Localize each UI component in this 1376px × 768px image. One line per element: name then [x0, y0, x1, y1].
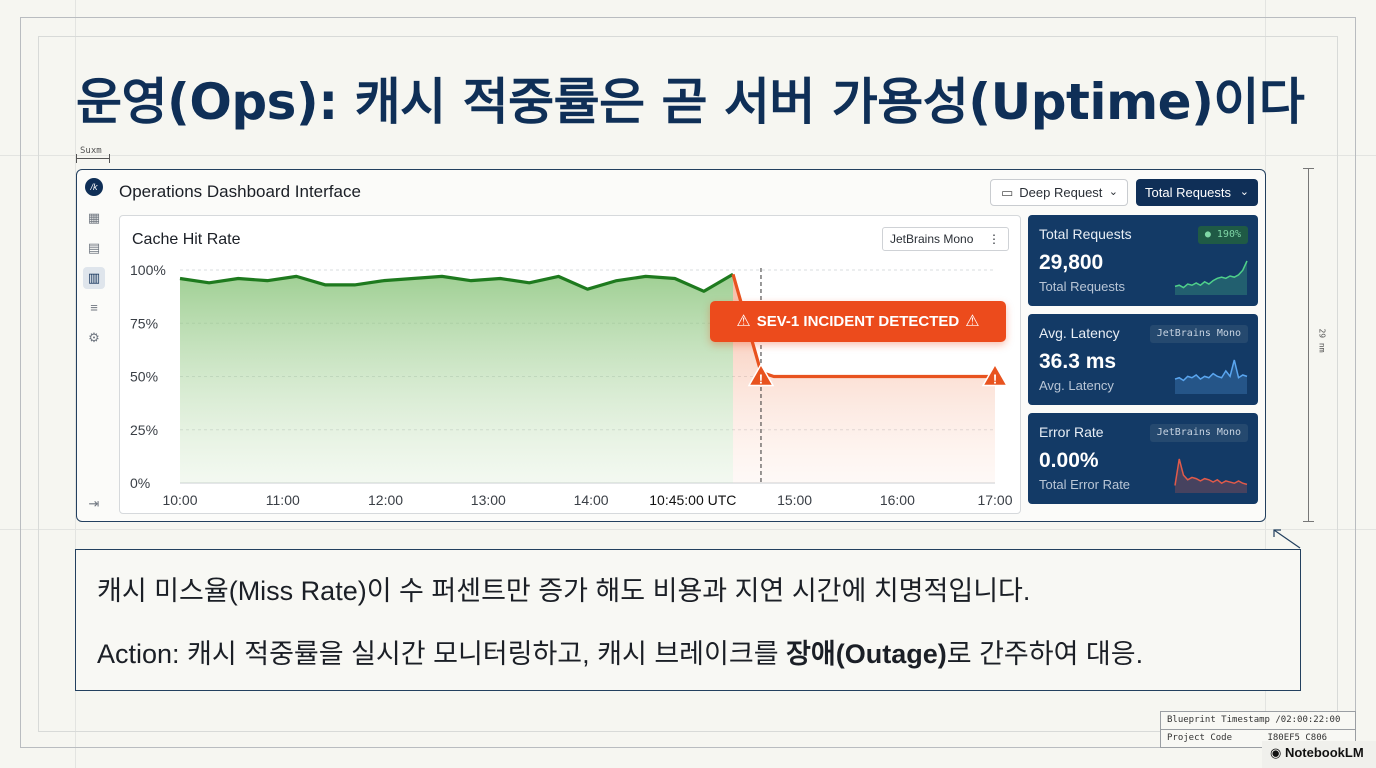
- sparkline: [1174, 260, 1248, 295]
- kpi-sub: Total Requests: [1039, 279, 1125, 294]
- exit-icon[interactable]: ⇥: [88, 496, 100, 511]
- kpi-sub: Total Error Rate: [1039, 477, 1131, 492]
- kpi-sub: Avg. Latency: [1039, 378, 1114, 393]
- x-tick-label: 12:00: [368, 492, 403, 508]
- total-requests-dropdown[interactable]: Total Requests ⌄: [1136, 179, 1258, 206]
- timestamp-value: /02:00:22:00: [1275, 715, 1341, 725]
- note-line-2: Action: 캐시 적중률을 실시간 모니터링하고, 캐시 브레이크를 장애(…: [97, 632, 1143, 671]
- x-tick-label: 16:00: [880, 492, 915, 508]
- y-tick-label: 0%: [130, 475, 150, 491]
- chevron-down-icon: ⌄: [1108, 186, 1118, 198]
- deep-request-dropdown[interactable]: ▭ Deep Request ⌄: [990, 179, 1128, 206]
- total-requests-label: Total Requests: [1145, 185, 1231, 200]
- document-icon[interactable]: ▤: [87, 240, 101, 255]
- bar-chart-icon[interactable]: ▥: [83, 267, 105, 289]
- cache-hit-rate-chart: 100% 75% 50% 25% 0% 10:00 11:00 12:00 13:00 14:00…: [130, 262, 1013, 508]
- cache-hit-rate-panel: 100% 75% 50% 25% 0% 10:00 11:00 12:00 13:00 14:00…: [119, 215, 1021, 514]
- kpi-label: Error Rate: [1039, 424, 1104, 440]
- warning-icon: ⚠: [965, 313, 980, 330]
- annotation-arrow-icon: [1273, 529, 1301, 549]
- sparkline-line: [1174, 260, 1248, 289]
- y-tick-label: 100%: [130, 262, 166, 278]
- calendar-icon: ▭: [1001, 185, 1014, 200]
- list-icon[interactable]: ≡: [90, 300, 98, 315]
- dimension-label: Suxm: [80, 146, 102, 156]
- watermark: ◉ NotebookLM: [1262, 741, 1376, 768]
- stamp-project-row: Project Code I80EF5 C806: [1161, 730, 1355, 748]
- logo-icon[interactable]: /k: [85, 178, 103, 196]
- y-tick-label: 50%: [130, 369, 158, 385]
- kpi-label: Total Requests: [1039, 226, 1132, 242]
- side-rail: /k ▦ ▤ ▥ ≡ ⚙ ⇥: [77, 170, 111, 521]
- sparkline-line: [1174, 458, 1248, 486]
- incident-area: [733, 274, 995, 483]
- y-tick-label: 25%: [130, 422, 158, 438]
- vertical-dimension-line: [1308, 168, 1309, 522]
- notes-box: 캐시 미스율(Miss Rate)이 수 퍼센트만 증가 해도 비용과 지연 시…: [75, 549, 1301, 691]
- y-tick-label: 75%: [130, 315, 158, 331]
- kpi-badge: JetBrains Mono: [1149, 424, 1248, 442]
- warning-marker-glyph: !: [759, 372, 763, 387]
- stamp-timestamp-row: Blueprint Timestamp /02:00:22:00: [1161, 712, 1355, 730]
- note-line-2-prefix: Action: 캐시 적중률을 실시간 모니터링하고, 캐시 브레이크를: [97, 639, 787, 669]
- kpi-badge: JetBrains Mono: [1149, 325, 1248, 343]
- kpi-badge: ● 190%: [1197, 226, 1248, 244]
- font-badge-label: JetBrains Mono: [890, 232, 974, 246]
- notebooklm-icon: ◉: [1270, 745, 1285, 760]
- x-tick-label: 17:00: [977, 492, 1012, 508]
- x-tick-label: 13:00: [471, 492, 506, 508]
- warning-marker-icon: [981, 362, 1009, 387]
- x-tick-label: 14:00: [574, 492, 609, 508]
- normal-area: [180, 274, 734, 483]
- timestamp-label: Blueprint Timestamp: [1167, 715, 1270, 725]
- project-value: I80EF5 C806: [1267, 733, 1328, 743]
- warning-icon: ⚠: [736, 313, 751, 330]
- gear-icon[interactable]: ⚙: [88, 330, 100, 345]
- kpi-value: 29,800: [1039, 251, 1104, 274]
- deep-request-label: Deep Request: [1019, 185, 1103, 200]
- x-tick-label: 10:00: [162, 492, 197, 508]
- slide-inner-frame: [38, 36, 1338, 732]
- chart-title: Cache Hit Rate: [132, 231, 241, 248]
- sparkline-area: [1175, 459, 1247, 493]
- note-line-2-suffix: 로 간주하여 대응.: [946, 639, 1144, 669]
- sparkline: [1174, 359, 1248, 394]
- sparkline-area: [1175, 261, 1247, 295]
- kpi-value: 0.00%: [1039, 449, 1099, 472]
- chevron-down-icon: ⌄: [1239, 186, 1249, 198]
- kpi-card[interactable]: Total Requests 29,800 Total Requests ● 190%: [1028, 215, 1258, 306]
- note-line-2-emphasis: 장애(Outage): [786, 639, 947, 669]
- font-badge[interactable]: JetBrains Mono ⋮: [882, 227, 1009, 251]
- x-tick-label: 10:45:00 UTC: [649, 492, 736, 508]
- incident-banner: ⚠ SEV-1 INCIDENT DETECTED ⚠: [710, 301, 1006, 342]
- operations-dashboard: /k ▦ ▤ ▥ ≡ ⚙ ⇥ Operations Dashboard Inte…: [76, 169, 1266, 522]
- sparkline-area: [1175, 360, 1247, 394]
- warning-marker-icon: [747, 362, 775, 387]
- kpi-card[interactable]: Error Rate 0.00% Total Error Rate JetBrains…: [1028, 413, 1258, 504]
- x-tick-label: 11:00: [266, 492, 300, 508]
- note-line-1: 캐시 미스율(Miss Rate)이 수 퍼센트만 증가 해도 비용과 지연 시…: [97, 576, 1031, 606]
- sparkline: [1174, 458, 1248, 493]
- watermark-label: NotebookLM: [1284, 745, 1364, 760]
- grid-icon[interactable]: ▦: [87, 210, 101, 225]
- slide-title: 운영(Ops): 캐시 적중률은 곧 서버 가용성(Uptime)이다: [76, 73, 1305, 131]
- warning-marker-glyph: !: [993, 372, 997, 387]
- kpi-card[interactable]: Avg. Latency 36.3 ms Avg. Latency JetBrains…: [1028, 314, 1258, 405]
- vertical-dimension-label: 29 nm: [1317, 328, 1327, 353]
- slide-frame: [20, 17, 1356, 748]
- x-tick-label: 15:00: [777, 492, 812, 508]
- kpi-value: 36.3 ms: [1039, 350, 1117, 373]
- normal-series-line: [179, 272, 734, 293]
- sparkline-line: [1174, 359, 1248, 382]
- dashboard-title: Operations Dashboard Interface: [119, 182, 361, 201]
- kebab-menu-icon[interactable]: ⋮: [988, 232, 1000, 246]
- incident-label: SEV-1 INCIDENT DETECTED: [756, 313, 960, 330]
- project-label: Project Code: [1167, 733, 1233, 743]
- dimension-line: [76, 158, 110, 159]
- kpi-label: Avg. Latency: [1039, 325, 1120, 341]
